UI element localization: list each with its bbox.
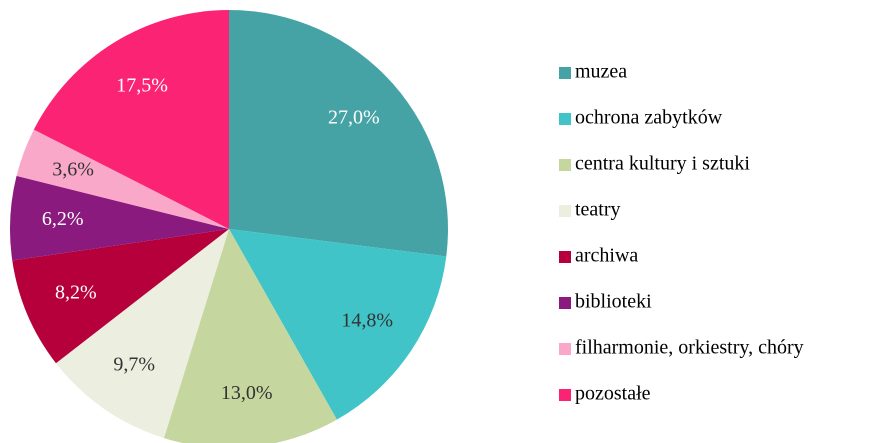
data-label: 17,5% xyxy=(116,75,168,97)
legend-swatch xyxy=(559,159,571,171)
data-label: 8,2% xyxy=(55,282,97,304)
legend-swatch xyxy=(559,205,571,217)
legend-label: archiwa xyxy=(575,245,638,267)
data-label: 3,6% xyxy=(52,158,94,180)
legend-swatch xyxy=(559,113,571,125)
legend-label: centra kultury i sztuki xyxy=(575,153,750,175)
pie-slice xyxy=(33,10,230,229)
data-label: 14,8% xyxy=(341,309,393,331)
pie-slice xyxy=(229,10,448,257)
legend-swatch xyxy=(559,343,571,355)
pie-slice xyxy=(55,229,229,439)
legend-swatch xyxy=(559,389,571,401)
data-label: 6,2% xyxy=(42,208,84,230)
legend-label: muzea xyxy=(575,61,627,83)
legend-label: teatry xyxy=(575,199,621,221)
pie-slice xyxy=(12,229,229,364)
data-label: 27,0% xyxy=(328,107,380,129)
legend-label: ochrona zabytków xyxy=(575,107,723,129)
pie-slice xyxy=(163,229,337,443)
legend-label: biblioteki xyxy=(575,291,652,313)
legend-label: filharmonie, orkiestry, chóry xyxy=(575,337,804,359)
legend-label: pozostałe xyxy=(575,383,651,405)
data-label: 9,7% xyxy=(113,353,155,375)
pie-slice xyxy=(16,129,230,229)
legend-swatch xyxy=(559,251,571,263)
data-label: 13,0% xyxy=(221,382,273,404)
pie-slice xyxy=(229,229,447,420)
legend-swatch xyxy=(559,67,571,79)
legend-swatch xyxy=(559,297,571,309)
pie-slice xyxy=(9,175,229,261)
